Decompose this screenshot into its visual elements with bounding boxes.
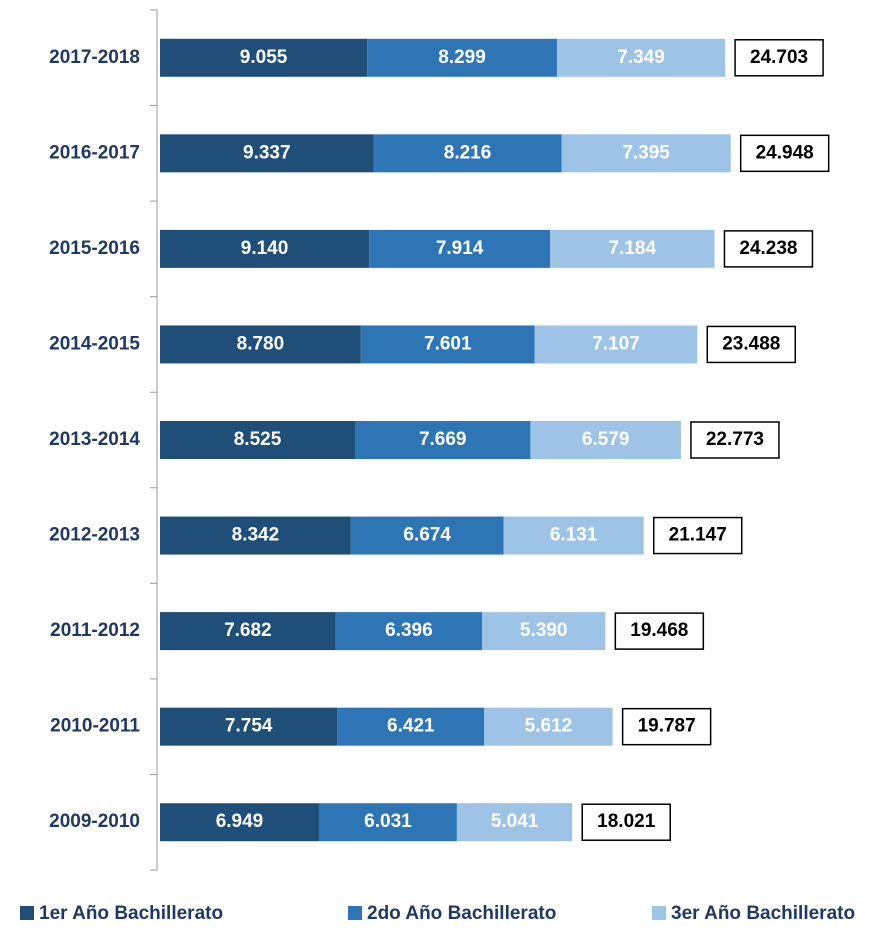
total-label: 24.948 xyxy=(756,142,814,163)
legend-label: 1er Año Bachillerato xyxy=(39,903,223,924)
legend-swatch xyxy=(348,906,362,920)
legend-swatch xyxy=(20,906,34,920)
y-tick-label: 2013-2014 xyxy=(49,429,140,450)
legend-label: 3er Año Bachillerato xyxy=(671,903,855,924)
y-tick-label: 2017-2018 xyxy=(49,47,140,68)
data-label: 5.612 xyxy=(525,716,573,737)
data-label: 7.682 xyxy=(224,620,272,641)
total-label: 23.488 xyxy=(722,333,780,354)
total-label: 24.238 xyxy=(739,238,797,259)
total-label: 18.021 xyxy=(597,811,656,832)
y-tick-label: 2016-2017 xyxy=(49,142,140,163)
data-label: 8.342 xyxy=(232,525,280,546)
data-label: 9.140 xyxy=(241,238,289,259)
chart: 2017-2018 9.055 8.299 7.349 24.703 2016-2017 9… xyxy=(0,0,896,936)
y-tick-label: 2014-2015 xyxy=(49,333,140,354)
data-label: 6.396 xyxy=(385,620,433,641)
total-label: 19.468 xyxy=(630,620,688,641)
total-label: 19.787 xyxy=(638,716,696,737)
data-label: 6.949 xyxy=(216,811,264,832)
data-label: 8.525 xyxy=(234,429,282,450)
legend-label: 2do Año Bachillerato xyxy=(367,903,556,924)
total-label: 22.773 xyxy=(706,429,764,450)
data-label: 8.780 xyxy=(237,333,285,354)
data-label: 6.421 xyxy=(387,716,435,737)
data-label: 9.055 xyxy=(240,47,288,68)
data-label: 6.031 xyxy=(364,811,412,832)
data-label: 7.754 xyxy=(225,716,273,737)
data-label: 5.390 xyxy=(520,620,568,641)
y-tick-label: 2011-2012 xyxy=(50,620,140,641)
total-label: 24.703 xyxy=(750,47,808,68)
y-tick-label: 2009-2010 xyxy=(49,811,140,832)
data-label: 8.216 xyxy=(444,142,492,163)
y-tick-label: 2012-2013 xyxy=(49,525,140,546)
y-tick-label: 2010-2011 xyxy=(50,716,140,737)
data-label: 6.131 xyxy=(550,525,598,546)
data-label: 8.299 xyxy=(438,47,486,68)
y-tick-label: 2015-2016 xyxy=(49,238,140,259)
data-label: 7.601 xyxy=(424,333,472,354)
data-label: 7.184 xyxy=(609,238,657,259)
total-label: 21.147 xyxy=(669,525,727,546)
legend-swatch xyxy=(652,906,666,920)
data-label: 7.395 xyxy=(622,142,670,163)
data-label: 6.579 xyxy=(582,429,630,450)
data-label: 7.669 xyxy=(419,429,467,450)
data-label: 5.041 xyxy=(491,811,539,832)
data-label: 7.349 xyxy=(617,47,665,68)
data-label: 7.107 xyxy=(592,333,640,354)
data-label: 9.337 xyxy=(243,142,291,163)
data-label: 6.674 xyxy=(403,525,451,546)
data-label: 7.914 xyxy=(436,238,484,259)
